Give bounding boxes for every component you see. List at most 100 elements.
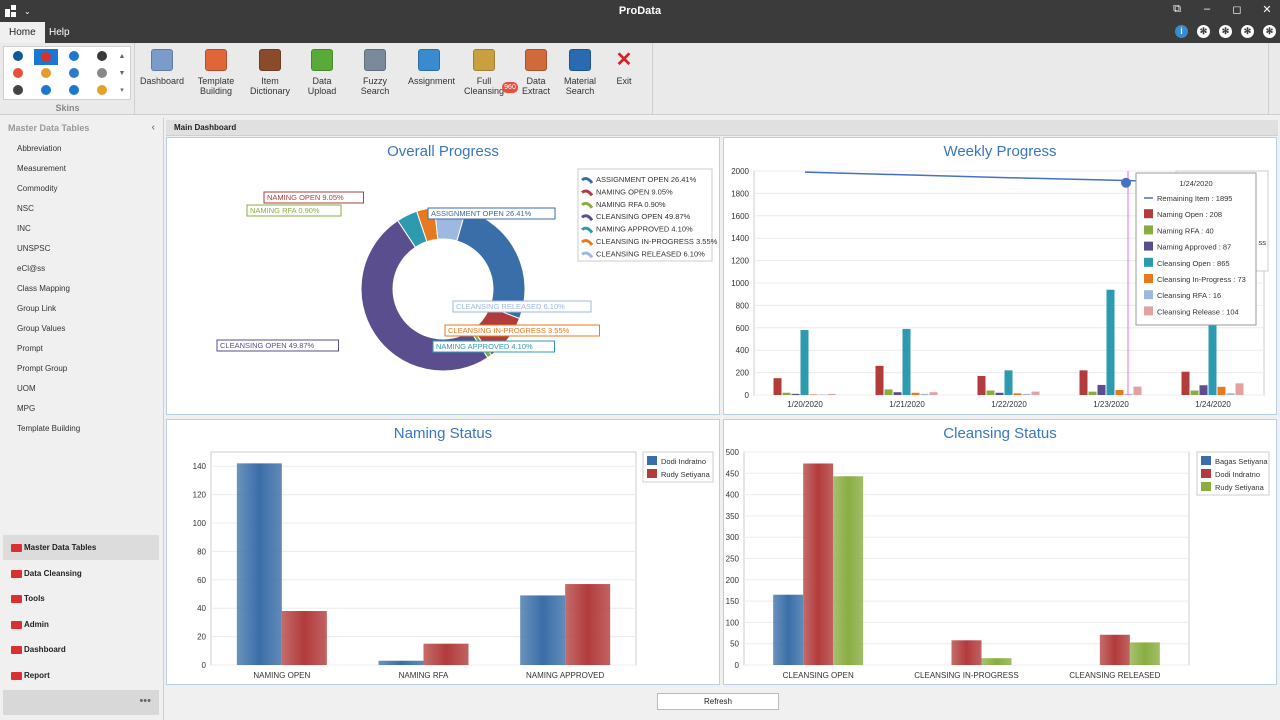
- sidebar-item-prompt-group[interactable]: Prompt Group: [17, 364, 68, 373]
- status-bar: [236, 463, 282, 665]
- ribbon-button-label: Template Building: [197, 76, 235, 96]
- gear-icon[interactable]: ✻: [1263, 25, 1276, 38]
- tooltip-row: Naming RFA : 40: [1157, 226, 1214, 235]
- tooltip-swatch: [1144, 241, 1153, 251]
- sidebar-more-button[interactable]: •••: [3, 690, 159, 715]
- legend-entry: NAMING APPROVED 4.10%: [596, 225, 693, 234]
- tooltip-row: Cleansing RFA : 16: [1157, 291, 1221, 300]
- gallery-up-icon[interactable]: ▲: [118, 53, 126, 60]
- quick-access-dropdown-icon[interactable]: ⌄: [24, 6, 31, 16]
- weekly-bar: [977, 375, 986, 395]
- sidebar-nav-admin[interactable]: Admin: [3, 612, 159, 637]
- callout-box: [444, 324, 600, 337]
- skin-swatch[interactable]: [9, 83, 27, 97]
- info-icon[interactable]: i: [1175, 25, 1188, 38]
- extract-icon: [525, 49, 547, 71]
- tab-home[interactable]: Home: [0, 22, 45, 43]
- sidebar-nav-dashboard[interactable]: Dashboard: [3, 637, 159, 662]
- weekly-bar: [1208, 298, 1217, 395]
- callout-box: [432, 340, 555, 353]
- fuzzy-search-button[interactable]: Fuzzy Search: [352, 47, 398, 96]
- gear-icon[interactable]: ✻: [1197, 25, 1210, 38]
- skin-swatch[interactable]: [65, 66, 83, 80]
- y-tick-label: 800: [736, 301, 750, 310]
- sidebar-item-group-values[interactable]: Group Values: [17, 324, 66, 333]
- ribbon-scrollbar[interactable]: [1268, 43, 1278, 115]
- template-building-button[interactable]: Template Building: [194, 47, 238, 96]
- skin-swatch[interactable]: [93, 49, 111, 63]
- exit-icon: ✕: [615, 49, 633, 71]
- overall-progress-panel: Overall Progress ASSIGNMENT OPEN 26.41% N…: [166, 137, 720, 415]
- naming-status-chart: 0 20 40 60 80 100 120 140 NAMING OPEN NAMING RFA N…: [193, 451, 714, 680]
- skin-swatch[interactable]: [9, 66, 27, 80]
- sidebar-item-inc[interactable]: INC: [17, 224, 31, 233]
- sidebar-item-abbreviation[interactable]: Abbreviation: [17, 144, 62, 153]
- status-bar: [773, 594, 804, 665]
- weekly-bar: [995, 392, 1004, 395]
- sidebar-item-group-link[interactable]: Group Link: [17, 304, 57, 313]
- y-tick-label: 200: [736, 369, 750, 378]
- collapse-icon[interactable]: ‹: [151, 122, 155, 133]
- legend-entry: CLEANSING RELEASED 6.10%: [596, 249, 705, 258]
- skin-swatch[interactable]: [37, 83, 55, 97]
- sidebar-nav-tools[interactable]: Tools: [3, 586, 159, 611]
- sidebar-item-nsc[interactable]: NSC: [17, 204, 34, 213]
- weekly-bar: [1088, 391, 1097, 395]
- callout-text: CLEANSING OPEN 49.87%: [220, 341, 315, 350]
- sidebar-item-ecl-ss[interactable]: eCl@ss: [17, 264, 46, 273]
- weekly-bar: [1013, 393, 1022, 395]
- status-bar: [803, 463, 834, 665]
- restore-icon[interactable]: ⧉: [1173, 3, 1181, 15]
- weekly-bar: [911, 392, 920, 395]
- legend-entry: Dodi Indratno: [661, 457, 706, 466]
- y-tick-label: 140: [193, 462, 207, 471]
- weekly-bar: [1235, 383, 1244, 395]
- full-cleansing-button[interactable]: Full Cleansing: [458, 47, 510, 96]
- sidebar-item-uom[interactable]: UOM: [17, 384, 36, 393]
- skin-swatch[interactable]: [9, 49, 27, 63]
- y-tick-label: 1000: [731, 279, 749, 288]
- material-search-button[interactable]: Material Search: [562, 47, 598, 96]
- sidebar-item-unspsc[interactable]: UNSPSC: [17, 244, 51, 253]
- dashboard-button[interactable]: Dashboard: [140, 47, 184, 86]
- skin-swatch[interactable]: [93, 83, 111, 97]
- sidebar-nav-master-data-tables[interactable]: Master Data Tables: [3, 535, 159, 560]
- refresh-button[interactable]: Refresh: [657, 693, 779, 710]
- sidebar-nav-data-cleansing[interactable]: Data Cleansing: [3, 561, 159, 586]
- gear-icon[interactable]: ✻: [1241, 25, 1254, 38]
- sidebar-nav-report[interactable]: Report: [3, 663, 159, 688]
- close-button[interactable]: ✕: [1262, 4, 1272, 16]
- exit-button[interactable]: ✕ Exit: [610, 47, 638, 86]
- item-dictionary-button[interactable]: Item Dictionary: [248, 47, 292, 96]
- legend-swatch: [581, 239, 594, 246]
- skin-swatch[interactable]: [65, 83, 83, 97]
- sidebar-item-template-building[interactable]: Template Building: [17, 424, 81, 433]
- sidebar-item-commodity[interactable]: Commodity: [17, 184, 58, 193]
- data-extract-button[interactable]: Data Extract: [512, 47, 560, 96]
- minimize-button[interactable]: –: [1203, 3, 1211, 15]
- tab-main-dashboard[interactable]: Main Dashboard: [174, 123, 237, 132]
- gallery-down-icon[interactable]: ▼: [118, 70, 126, 77]
- skin-swatch[interactable]: [65, 49, 83, 63]
- y-tick-label: 600: [736, 324, 750, 333]
- skin-swatch[interactable]: [37, 66, 55, 80]
- sidebar-item-mpg[interactable]: MPG: [17, 404, 36, 413]
- tooltip-row: Naming Approved : 87: [1157, 243, 1231, 252]
- maximize-button[interactable]: ◻: [1232, 4, 1242, 16]
- sidebar-item-prompt[interactable]: Prompt: [17, 344, 43, 353]
- tooltip-swatch: [1144, 290, 1153, 300]
- data-upload-button[interactable]: Data Upload: [300, 47, 344, 96]
- sidebar-item-class-mapping[interactable]: Class Mapping: [17, 284, 70, 293]
- y-tick-label: 100: [726, 618, 740, 627]
- y-tick-label: 400: [736, 346, 750, 355]
- sidebar-item-measurement[interactable]: Measurement: [17, 164, 66, 173]
- legend-entry: Rudy Setiyana: [661, 470, 711, 479]
- gallery-expand-icon[interactable]: ▾: [120, 87, 124, 94]
- assignment-button[interactable]: Assignment: [408, 47, 455, 86]
- skin-swatch[interactable]: [93, 66, 111, 80]
- skin-swatch[interactable]: [34, 49, 58, 65]
- tooltip-row: Cleansing Release : 104: [1157, 307, 1239, 316]
- gear-icon[interactable]: ✻: [1219, 25, 1232, 38]
- weekly-bar: [893, 392, 902, 395]
- tab-help[interactable]: Help: [49, 27, 70, 38]
